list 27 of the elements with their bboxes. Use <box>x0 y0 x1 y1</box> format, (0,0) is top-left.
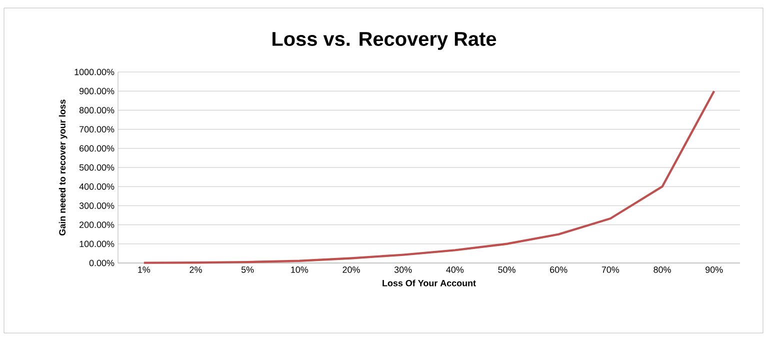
x-tick-label: 70% <box>602 266 620 273</box>
y-tick-label: 1000.00% <box>74 68 114 76</box>
line-series <box>142 90 716 264</box>
y-tick-label: 800.00% <box>79 107 114 114</box>
x-tick-label: 10% <box>291 266 308 273</box>
y-tick-label: 600.00% <box>80 145 114 152</box>
x-tick-label: 90% <box>706 266 723 273</box>
x-tick-label: 2% <box>190 266 202 273</box>
y-tick-label: 500.00% <box>79 164 114 171</box>
x-tick-label: 50% <box>498 266 516 273</box>
x-tick-label: 60% <box>550 266 568 273</box>
y-tick-label: 700.00% <box>80 126 114 132</box>
x-tick-label: 40% <box>446 266 464 273</box>
y-tick-label: 0.00% <box>89 260 114 266</box>
x-tick-label: 20% <box>342 266 360 273</box>
y-axis-title: Gain neeed to recover your loss <box>58 100 68 236</box>
y-tick-label: 200.00% <box>80 222 114 228</box>
x-tick-label: 1% <box>138 266 150 273</box>
y-tick-label: 300.00% <box>79 202 114 209</box>
x-tick-label: 5% <box>241 266 254 273</box>
y-tick-label: 900.00% <box>80 88 114 94</box>
x-axis-title: Loss Of Your Account <box>382 280 476 286</box>
chart-title: Loss vs. Recovery Rate <box>272 32 496 50</box>
y-tick-label: 400.00% <box>79 183 114 190</box>
x-tick-label: 30% <box>394 266 412 273</box>
y-tick-label: 100.00% <box>80 240 114 248</box>
x-tick-label: 80% <box>654 266 671 273</box>
